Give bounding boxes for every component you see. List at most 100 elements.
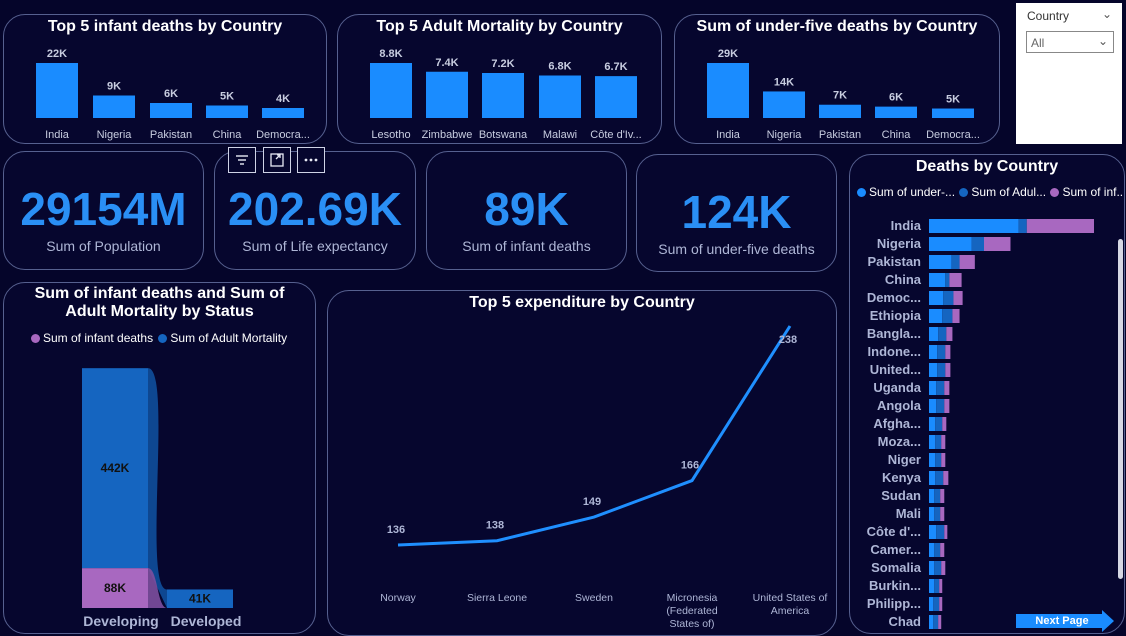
- more-options-icon[interactable]: [297, 147, 325, 173]
- bar-segment: [946, 327, 953, 341]
- data-label: 88K: [104, 581, 126, 595]
- bar-segment: [929, 543, 935, 557]
- bar-segment: [938, 327, 947, 341]
- legend-item-infant[interactable]: Sum of infant deaths: [31, 331, 153, 345]
- bar-segment: [929, 435, 936, 449]
- bar-segment: [929, 507, 935, 521]
- bar-segment: [933, 615, 939, 629]
- chevron-down-icon[interactable]: ⌄: [1101, 7, 1112, 21]
- legend-item-under-five[interactable]: Sum of under-...: [857, 185, 955, 199]
- axis-label: Camer...: [870, 542, 921, 557]
- axis-label: Burkin...: [869, 578, 921, 593]
- legend-item-infant[interactable]: Sum of inf...: [1050, 185, 1124, 199]
- axis-label: Sierra Leone: [467, 592, 527, 604]
- bar: [262, 108, 304, 118]
- bar-segment: [929, 273, 946, 287]
- dropdown-value: All: [1031, 36, 1045, 50]
- bar-segment: [929, 489, 935, 503]
- bar: [426, 71, 468, 118]
- expenditure-chart-card[interactable]: Top 5 expenditure by Country 136 138 149 16…: [327, 290, 837, 636]
- kpi-label: Sum of Life expectancy: [242, 238, 388, 254]
- bar: [482, 73, 524, 118]
- axis-label: Nigeria: [877, 236, 922, 251]
- axis-label: Ethiopia: [870, 308, 922, 323]
- infant-deaths-card[interactable]: Top 5 infant deaths by Country 22K India 9…: [3, 14, 327, 144]
- axis-label: Malawi: [543, 129, 577, 141]
- next-page-label: Next Page: [1035, 615, 1089, 627]
- data-label: 5K: [220, 91, 234, 103]
- kpi-under-five-deaths[interactable]: 124K Sum of under-five deaths: [636, 154, 837, 272]
- status-chart-card[interactable]: Sum of infant deaths and Sum of Adult Mo…: [3, 282, 316, 634]
- bar-segment: [942, 417, 947, 431]
- bar-segment: [929, 327, 939, 341]
- axis-label: Nigeria: [767, 129, 803, 141]
- legend-item-adult[interactable]: Sum of Adult Mortality: [158, 331, 287, 345]
- axis-label: Bangla...: [867, 326, 921, 341]
- bar-adult-developed: [167, 589, 233, 608]
- bar-segment: [945, 273, 950, 287]
- bar-segment: [929, 417, 936, 431]
- data-label: 149: [583, 496, 601, 508]
- data-label: 29K: [718, 48, 738, 60]
- bar-segment: [934, 507, 941, 521]
- next-page-button[interactable]: Next Page: [1016, 610, 1114, 632]
- deaths-by-country-chart: India Nigeria Pakistan China Democ... Ethiopi…: [867, 218, 1094, 629]
- ribbon: [148, 568, 167, 608]
- bar-segment: [929, 615, 934, 629]
- axis-label: India: [716, 129, 741, 141]
- axis-label: Democ...: [867, 290, 921, 305]
- adult-mortality-card[interactable]: Top 5 Adult Mortality by Country 8.8K Les…: [337, 14, 662, 144]
- bar-segment: [935, 471, 944, 485]
- bar-segment: [943, 291, 954, 305]
- data-label: 7.4K: [435, 57, 458, 69]
- bar-segment: [941, 453, 946, 467]
- bar-segment: [929, 579, 935, 593]
- bar-segment: [929, 561, 935, 575]
- chart-title: Deaths by Country: [915, 158, 1059, 175]
- kpi-infant-deaths[interactable]: 89K Sum of infant deaths: [426, 151, 627, 270]
- bar-segment: [939, 597, 943, 611]
- bar-segment: [929, 597, 934, 611]
- kpi-value: 202.69K: [228, 183, 402, 235]
- bar-segment: [929, 291, 944, 305]
- data-label: 22K: [47, 48, 67, 60]
- under-five-deaths-card[interactable]: Sum of under-five deaths by Country 29K I…: [674, 14, 1000, 144]
- data-label: 442K: [101, 461, 130, 475]
- filter-icon[interactable]: [228, 147, 256, 173]
- deaths-by-country-card[interactable]: Deaths by Country Sum of under-... Sum o…: [849, 154, 1125, 634]
- axis-label: Norway: [380, 592, 416, 604]
- country-dropdown[interactable]: All ⌄: [1026, 31, 1114, 53]
- chart-legend: Sum of under-... Sum of Adul... Sum of i…: [857, 185, 1124, 199]
- bar: [707, 63, 749, 118]
- bar-segment: [929, 471, 936, 485]
- axis-label: Sudan: [881, 488, 921, 503]
- bar-segment: [951, 255, 960, 269]
- data-label: 9K: [107, 81, 121, 93]
- bar-segment: [936, 381, 945, 395]
- bar-segment: [940, 507, 945, 521]
- axis-label: Pakistan: [868, 254, 922, 269]
- axis-label: Developing: [83, 613, 158, 629]
- bar-segment: [934, 543, 941, 557]
- chart-title: Top 5 expenditure by Country: [469, 294, 695, 311]
- bar: [819, 104, 861, 118]
- bar-segment: [935, 417, 943, 431]
- bar-segment: [933, 597, 940, 611]
- axis-label: Philipp...: [867, 596, 921, 611]
- legend-item-adult[interactable]: Sum of Adul...: [959, 185, 1046, 199]
- scrollbar[interactable]: [1118, 239, 1123, 579]
- axis-label: Angola: [877, 398, 922, 413]
- chart-title: Top 5 infant deaths by Country: [47, 18, 283, 35]
- axis-label: Pakistan: [819, 129, 861, 141]
- axis-label: China: [213, 129, 243, 141]
- bar: [875, 106, 917, 118]
- kpi-population[interactable]: 29154M Sum of Population: [3, 151, 204, 270]
- bar-segment: [944, 399, 950, 413]
- country-slicer[interactable]: Country ⌄ All ⌄: [1016, 3, 1122, 144]
- bar-segment: [945, 345, 951, 359]
- focus-mode-icon[interactable]: [263, 147, 291, 173]
- axis-label: Uganda: [873, 380, 921, 395]
- bar-segment: [936, 399, 945, 413]
- bar-segment: [937, 363, 946, 377]
- bar-segment: [940, 489, 945, 503]
